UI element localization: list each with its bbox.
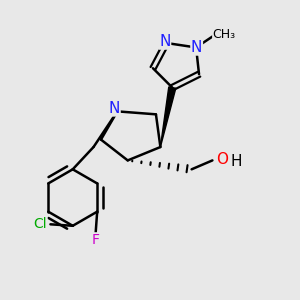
Text: CH₃: CH₃ <box>213 28 236 40</box>
Text: N: N <box>109 101 120 116</box>
Polygon shape <box>160 87 176 147</box>
Text: N: N <box>159 34 170 49</box>
Text: Cl: Cl <box>33 217 47 231</box>
Text: H: H <box>231 154 242 169</box>
Text: O: O <box>216 152 228 167</box>
Text: F: F <box>92 233 100 247</box>
Text: N: N <box>191 40 202 55</box>
